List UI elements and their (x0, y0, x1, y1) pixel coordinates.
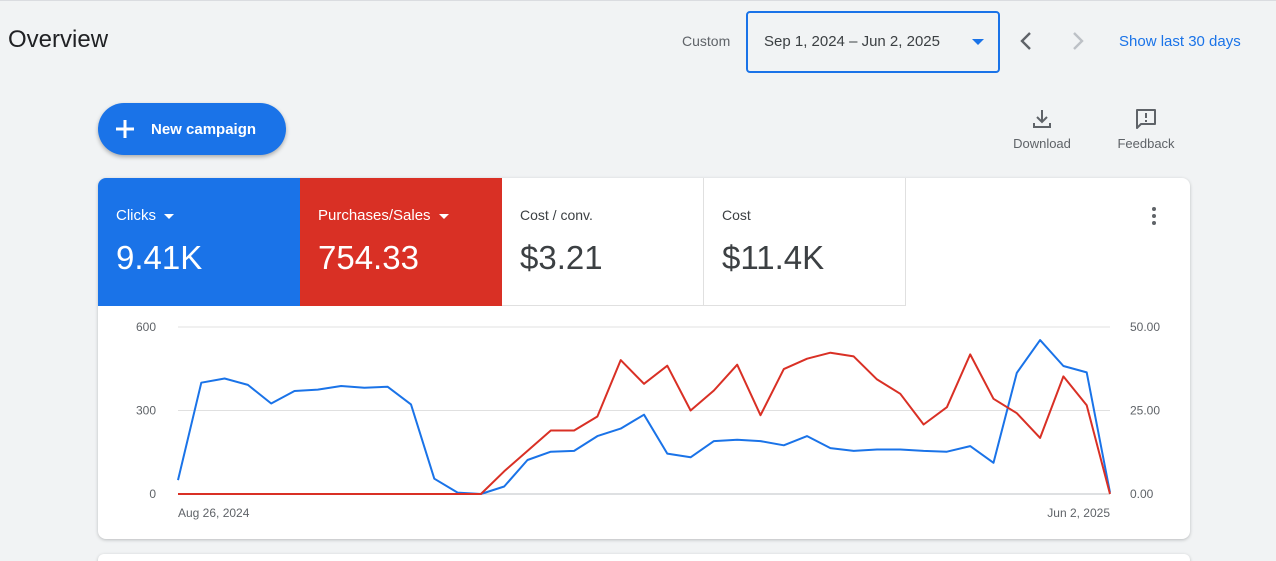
right-axis-tick-label: 50.00 (1130, 320, 1160, 334)
top-divider (0, 0, 1276, 1)
left-axis-tick-label: 0 (149, 487, 156, 501)
download-icon (1033, 110, 1051, 128)
page-title: Overview (8, 26, 109, 53)
date-range-type-label: Custom (682, 33, 731, 49)
date-range-select[interactable]: Sep 1, 2024 – Jun 2, 2025 (746, 11, 1000, 73)
metric-cost[interactable]: Cost $11.4K (704, 178, 906, 306)
overview-card: Clicks 9.41K Purchases/Sales 754.33 Cost… (98, 178, 1190, 539)
metric-value: 754.33 (318, 239, 419, 276)
metric-label: Cost (722, 207, 751, 223)
previous-period-button[interactable] (1016, 30, 1036, 52)
more-options-button[interactable] (1148, 206, 1160, 226)
metric-label: Clicks (116, 207, 156, 224)
feedback-button[interactable]: Feedback (1113, 108, 1179, 151)
metric-value: 9.41K (116, 239, 203, 276)
metric-clicks[interactable]: Clicks 9.41K (98, 178, 300, 306)
metric-label: Cost / conv. (520, 207, 593, 223)
new-campaign-label: New campaign (151, 121, 257, 138)
series-line-clicks (177, 339, 1111, 495)
feedback-label: Feedback (1117, 136, 1175, 151)
next-card (98, 554, 1190, 561)
new-campaign-button[interactable]: New campaign (98, 103, 286, 155)
right-axis-tick-label: 25.00 (1130, 404, 1160, 418)
x-axis-end-label: Jun 2, 2025 (1047, 506, 1110, 520)
metric-value: $3.21 (520, 239, 603, 276)
dropdown-arrow-icon (438, 213, 449, 219)
metric-cost-per-conv[interactable]: Cost / conv. $3.21 (502, 178, 704, 306)
next-period-button[interactable] (1068, 30, 1088, 52)
feedback-icon (1136, 109, 1156, 129)
chevron-right-icon (1073, 32, 1084, 50)
download-label: Download (1013, 136, 1071, 151)
performance-line-chart[interactable]: 0 300 600 0.00 25.00 50.00 Aug 26, 2024 Jun 2, … (98, 306, 1190, 539)
date-range-value: Sep 1, 2024 – Jun 2, 2025 (764, 33, 940, 50)
metric-label: Purchases/Sales (318, 207, 431, 224)
right-axis-tick-label: 0.00 (1130, 487, 1154, 501)
dropdown-arrow-icon (972, 39, 984, 45)
dropdown-arrow-icon (164, 213, 174, 219)
metric-value: $11.4K (722, 239, 825, 276)
chevron-left-icon (1020, 32, 1031, 50)
show-last-30-days-link[interactable]: Show last 30 days (1119, 33, 1241, 50)
left-axis-tick-label: 600 (136, 320, 156, 334)
x-axis-start-label: Aug 26, 2024 (178, 506, 250, 520)
series-line-purchases-sales (178, 351, 1111, 495)
more-vert-icon (1152, 207, 1156, 225)
download-button[interactable]: Download (1008, 108, 1076, 151)
left-axis-tick-label: 300 (136, 404, 156, 418)
metric-purchases-sales[interactable]: Purchases/Sales 754.33 (300, 178, 502, 306)
plus-icon (116, 120, 134, 138)
